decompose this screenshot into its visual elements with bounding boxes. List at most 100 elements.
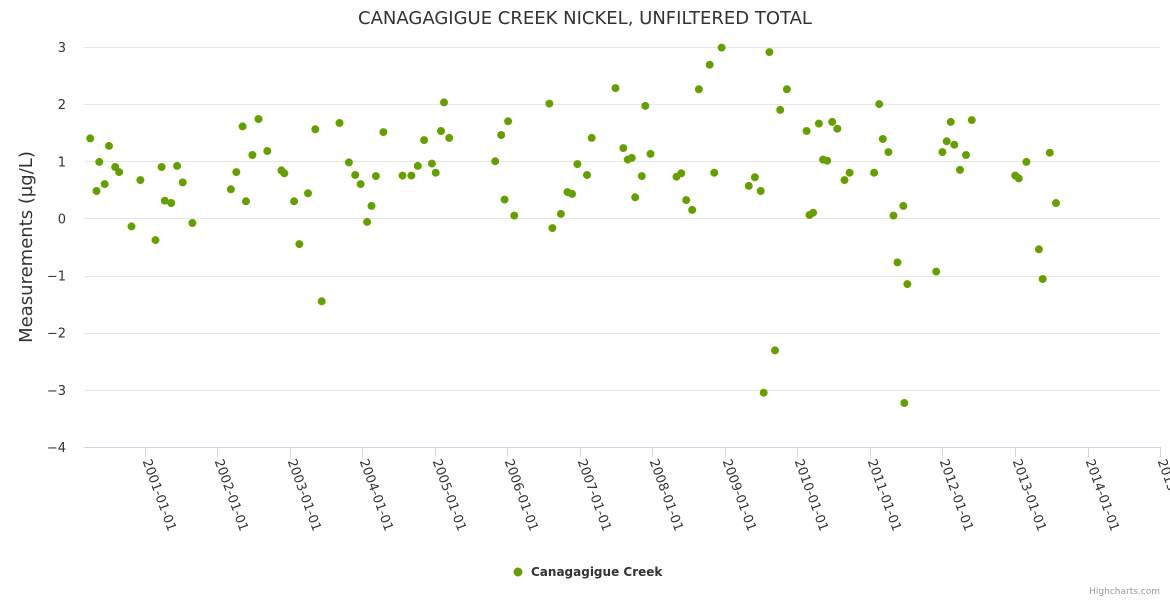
data-point[interactable] [765, 48, 774, 57]
data-point[interactable] [903, 280, 912, 289]
data-point[interactable] [893, 258, 902, 267]
data-point[interactable] [188, 219, 197, 227]
data-point[interactable] [431, 168, 440, 177]
data-point[interactable] [688, 205, 697, 214]
data-point[interactable] [899, 201, 908, 210]
data-point[interactable] [136, 176, 145, 185]
data-point[interactable] [100, 180, 109, 189]
data-point[interactable] [744, 181, 753, 190]
data-point[interactable] [95, 157, 104, 166]
data-point[interactable] [105, 141, 113, 150]
data-point[interactable] [956, 165, 964, 174]
data-point[interactable] [420, 136, 429, 145]
data-point[interactable] [295, 240, 304, 249]
data-point[interactable] [242, 197, 250, 206]
data-point[interactable] [115, 168, 124, 177]
data-point[interactable] [814, 119, 823, 128]
data-point[interactable] [884, 148, 893, 157]
data-point[interactable] [545, 99, 554, 108]
data-point[interactable] [427, 159, 436, 168]
data-point[interactable] [771, 346, 779, 355]
data-point[interactable] [782, 85, 791, 94]
data-point[interactable] [304, 189, 312, 198]
data-point[interactable] [1052, 199, 1060, 207]
data-point[interactable] [226, 185, 235, 194]
data-point[interactable] [437, 127, 445, 135]
legend-item[interactable]: Canagagigue Creek [513, 565, 663, 579]
data-point[interactable] [344, 158, 353, 167]
data-point[interactable] [641, 101, 650, 110]
data-point[interactable] [694, 85, 703, 94]
data-point[interactable] [950, 140, 959, 149]
data-point[interactable] [367, 201, 376, 210]
data-point[interactable] [750, 173, 759, 182]
data-point[interactable] [232, 168, 241, 177]
data-point[interactable] [809, 208, 818, 217]
data-point[interactable] [833, 124, 842, 133]
data-point[interactable] [157, 163, 166, 171]
data-point[interactable] [86, 134, 95, 143]
data-point[interactable] [254, 115, 263, 123]
data-point[interactable] [280, 169, 289, 178]
data-point[interactable] [371, 172, 380, 181]
data-point[interactable] [263, 147, 272, 155]
data-point[interactable] [238, 122, 247, 131]
data-point[interactable] [677, 169, 686, 178]
data-point[interactable] [756, 187, 765, 195]
data-point[interactable] [946, 117, 955, 126]
data-point[interactable] [379, 128, 388, 137]
data-point[interactable] [967, 116, 976, 125]
data-point[interactable] [504, 117, 513, 126]
data-point[interactable] [356, 180, 365, 189]
data-point[interactable] [311, 125, 320, 134]
data-point[interactable] [248, 151, 257, 159]
data-point[interactable] [556, 209, 565, 218]
data-point[interactable] [619, 144, 628, 153]
data-point[interactable] [335, 119, 344, 127]
data-point[interactable] [823, 156, 832, 165]
data-point[interactable] [840, 176, 849, 185]
data-point[interactable] [889, 211, 898, 220]
data-point[interactable] [710, 168, 719, 177]
data-point[interactable] [413, 161, 422, 170]
data-point[interactable] [705, 60, 714, 69]
data-point[interactable] [637, 172, 646, 181]
data-point[interactable] [317, 297, 326, 306]
credits-link[interactable]: Highcharts.com [1089, 587, 1160, 597]
data-point[interactable] [497, 131, 506, 139]
data-point[interactable] [445, 133, 454, 142]
data-point[interactable] [845, 168, 854, 177]
data-point[interactable] [1014, 174, 1023, 183]
data-point[interactable] [290, 197, 299, 206]
data-point[interactable] [173, 161, 182, 170]
data-point[interactable] [398, 171, 407, 180]
data-point[interactable] [682, 196, 691, 205]
data-point[interactable] [127, 222, 136, 231]
data-point[interactable] [500, 195, 509, 204]
data-point[interactable] [932, 267, 941, 276]
data-point[interactable] [1022, 157, 1031, 166]
data-point[interactable] [802, 127, 811, 135]
data-point[interactable] [573, 160, 582, 169]
data-point[interactable] [178, 178, 187, 187]
data-point[interactable] [568, 189, 577, 198]
data-point[interactable] [92, 187, 101, 195]
data-point[interactable] [407, 171, 416, 180]
data-point[interactable] [631, 193, 640, 202]
data-point[interactable] [1034, 245, 1043, 254]
data-point[interactable] [548, 224, 557, 233]
data-point[interactable] [875, 100, 884, 109]
data-point[interactable] [1045, 148, 1054, 157]
data-point[interactable] [962, 151, 970, 159]
data-point[interactable] [510, 211, 519, 220]
data-point[interactable] [776, 105, 785, 114]
data-point[interactable] [646, 149, 655, 158]
data-point[interactable] [351, 171, 360, 179]
data-point[interactable] [878, 135, 887, 143]
data-point[interactable] [627, 153, 636, 162]
data-point[interactable] [611, 84, 620, 93]
data-point[interactable] [870, 168, 879, 177]
data-point[interactable] [440, 98, 448, 107]
data-point[interactable] [942, 137, 951, 146]
data-point[interactable] [828, 117, 837, 126]
